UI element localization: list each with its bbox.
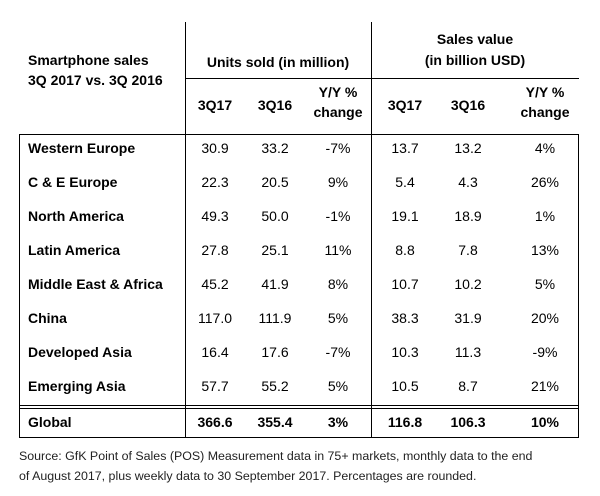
row-cell-u16: 33.2: [261, 140, 289, 156]
row-cell-v17: 10.3: [391, 344, 419, 360]
row-cell-u17: 45.2: [201, 276, 229, 292]
row-cell-v17: 8.8: [395, 242, 415, 258]
total-units-3q17: 366.6: [197, 414, 233, 430]
col-header-yoy-2: change: [313, 104, 363, 120]
row-cell-v17: 10.7: [391, 276, 419, 292]
col-header-3q17: 3Q17: [197, 97, 233, 113]
total-value-3q17: 116.8: [387, 414, 423, 430]
row-region-label: North America: [28, 208, 124, 224]
row-region-label: China: [28, 310, 67, 326]
col-header-value-yoy-3: change: [520, 104, 570, 120]
row-cell-u16: 55.2: [261, 378, 289, 394]
row-cell-vyoy: 4%: [534, 140, 556, 156]
row-cell-u17: 57.7: [201, 378, 229, 394]
table-title: Smartphone sales: [28, 52, 149, 68]
row-cell-uyoy: 5%: [327, 378, 349, 394]
divider: [185, 78, 579, 79]
row-cell-u17: 30.9: [201, 140, 229, 156]
row-region-label: Latin America: [28, 242, 121, 258]
row-region-label: Middle East & Africa: [28, 276, 163, 292]
source-note-line2: of August 2017, plus weekly data to 30 S…: [19, 469, 477, 483]
total-units-yoy: 3%: [327, 414, 349, 430]
col-header-value-yoy: Y/Y %: [525, 84, 565, 100]
row-cell-u17: 117.0: [198, 310, 232, 326]
row-cell-v17: 5.4: [395, 174, 415, 190]
table-subtitle: 3Q 2017 vs. 3Q 2016: [28, 72, 163, 88]
row-cell-vyoy: -9%: [532, 344, 558, 360]
row-cell-v16: 7.8: [458, 242, 478, 258]
divider: [371, 22, 372, 438]
row-region-label: Western Europe: [28, 140, 136, 156]
row-cell-u17: 16.4: [201, 344, 229, 360]
units-group-header: Units sold (in million): [206, 54, 350, 70]
row-cell-v16: 11.3: [454, 344, 482, 360]
row-cell-uyoy: -1%: [325, 208, 351, 224]
col-header-yoy: Y/Y %: [318, 84, 358, 100]
row-cell-v16: 10.2: [454, 276, 482, 292]
row-cell-vyoy: 20%: [530, 310, 560, 326]
row-cell-v17: 38.3: [391, 310, 419, 326]
row-cell-vyoy: 5%: [534, 276, 556, 292]
row-cell-vyoy: 13%: [530, 242, 560, 258]
row-cell-vyoy: 21%: [530, 378, 560, 394]
col-header-value-3q17: 3Q17: [387, 97, 423, 113]
col-header-3q16: 3Q16: [257, 97, 293, 113]
row-cell-uyoy: 9%: [327, 174, 349, 190]
sales-table: Smartphone sales 3Q 2017 vs. 3Q 2016 Uni…: [19, 22, 579, 438]
col-header-value-3q16: 3Q16: [450, 97, 486, 113]
divider: [19, 437, 579, 438]
row-cell-uyoy: 11%: [324, 242, 352, 258]
row-cell-vyoy: 1%: [534, 208, 556, 224]
row-cell-v16: 31.9: [454, 310, 482, 326]
row-cell-v16: 8.7: [458, 378, 478, 394]
total-region: Global: [28, 414, 72, 430]
value-group-subheader: (in billion USD): [424, 52, 526, 68]
divider: [19, 408, 579, 409]
total-value-yoy: 10%: [530, 414, 560, 430]
row-cell-u16: 111.9: [258, 310, 292, 326]
divider: [185, 22, 186, 438]
row-cell-uyoy: 5%: [327, 310, 349, 326]
row-cell-v16: 4.3: [458, 174, 478, 190]
row-cell-v17: 10.5: [391, 378, 419, 394]
row-cell-u17: 22.3: [201, 174, 229, 190]
divider: [578, 134, 579, 438]
row-cell-v16: 13.2: [454, 140, 482, 156]
total-value-3q16: 106.3: [450, 414, 486, 430]
row-cell-v17: 19.1: [391, 208, 419, 224]
row-cell-uyoy: -7%: [325, 140, 351, 156]
row-cell-u17: 49.3: [201, 208, 229, 224]
divider: [19, 134, 579, 135]
total-units-3q16: 355.4: [257, 414, 293, 430]
row-cell-u16: 25.1: [261, 242, 289, 258]
value-group-header: Sales value: [436, 31, 514, 47]
divider: [19, 405, 579, 406]
row-region-label: C & E Europe: [28, 174, 118, 190]
divider: [19, 134, 20, 438]
row-region-label: Emerging Asia: [28, 378, 126, 394]
source-note: Source: GfK Point of Sales (POS) Measure…: [19, 446, 589, 486]
row-region-label: Developed Asia: [28, 344, 132, 360]
row-cell-uyoy: 8%: [327, 276, 349, 292]
row-cell-u16: 41.9: [261, 276, 289, 292]
row-cell-u16: 17.6: [261, 344, 289, 360]
source-note-line1: Source: GfK Point of Sales (POS) Measure…: [19, 449, 533, 463]
row-cell-uyoy: -7%: [325, 344, 351, 360]
row-cell-v16: 18.9: [454, 208, 482, 224]
row-cell-u16: 20.5: [261, 174, 289, 190]
row-cell-v17: 13.7: [391, 140, 419, 156]
row-cell-vyoy: 26%: [530, 174, 560, 190]
row-cell-u16: 50.0: [261, 208, 289, 224]
row-cell-u17: 27.8: [201, 242, 229, 258]
